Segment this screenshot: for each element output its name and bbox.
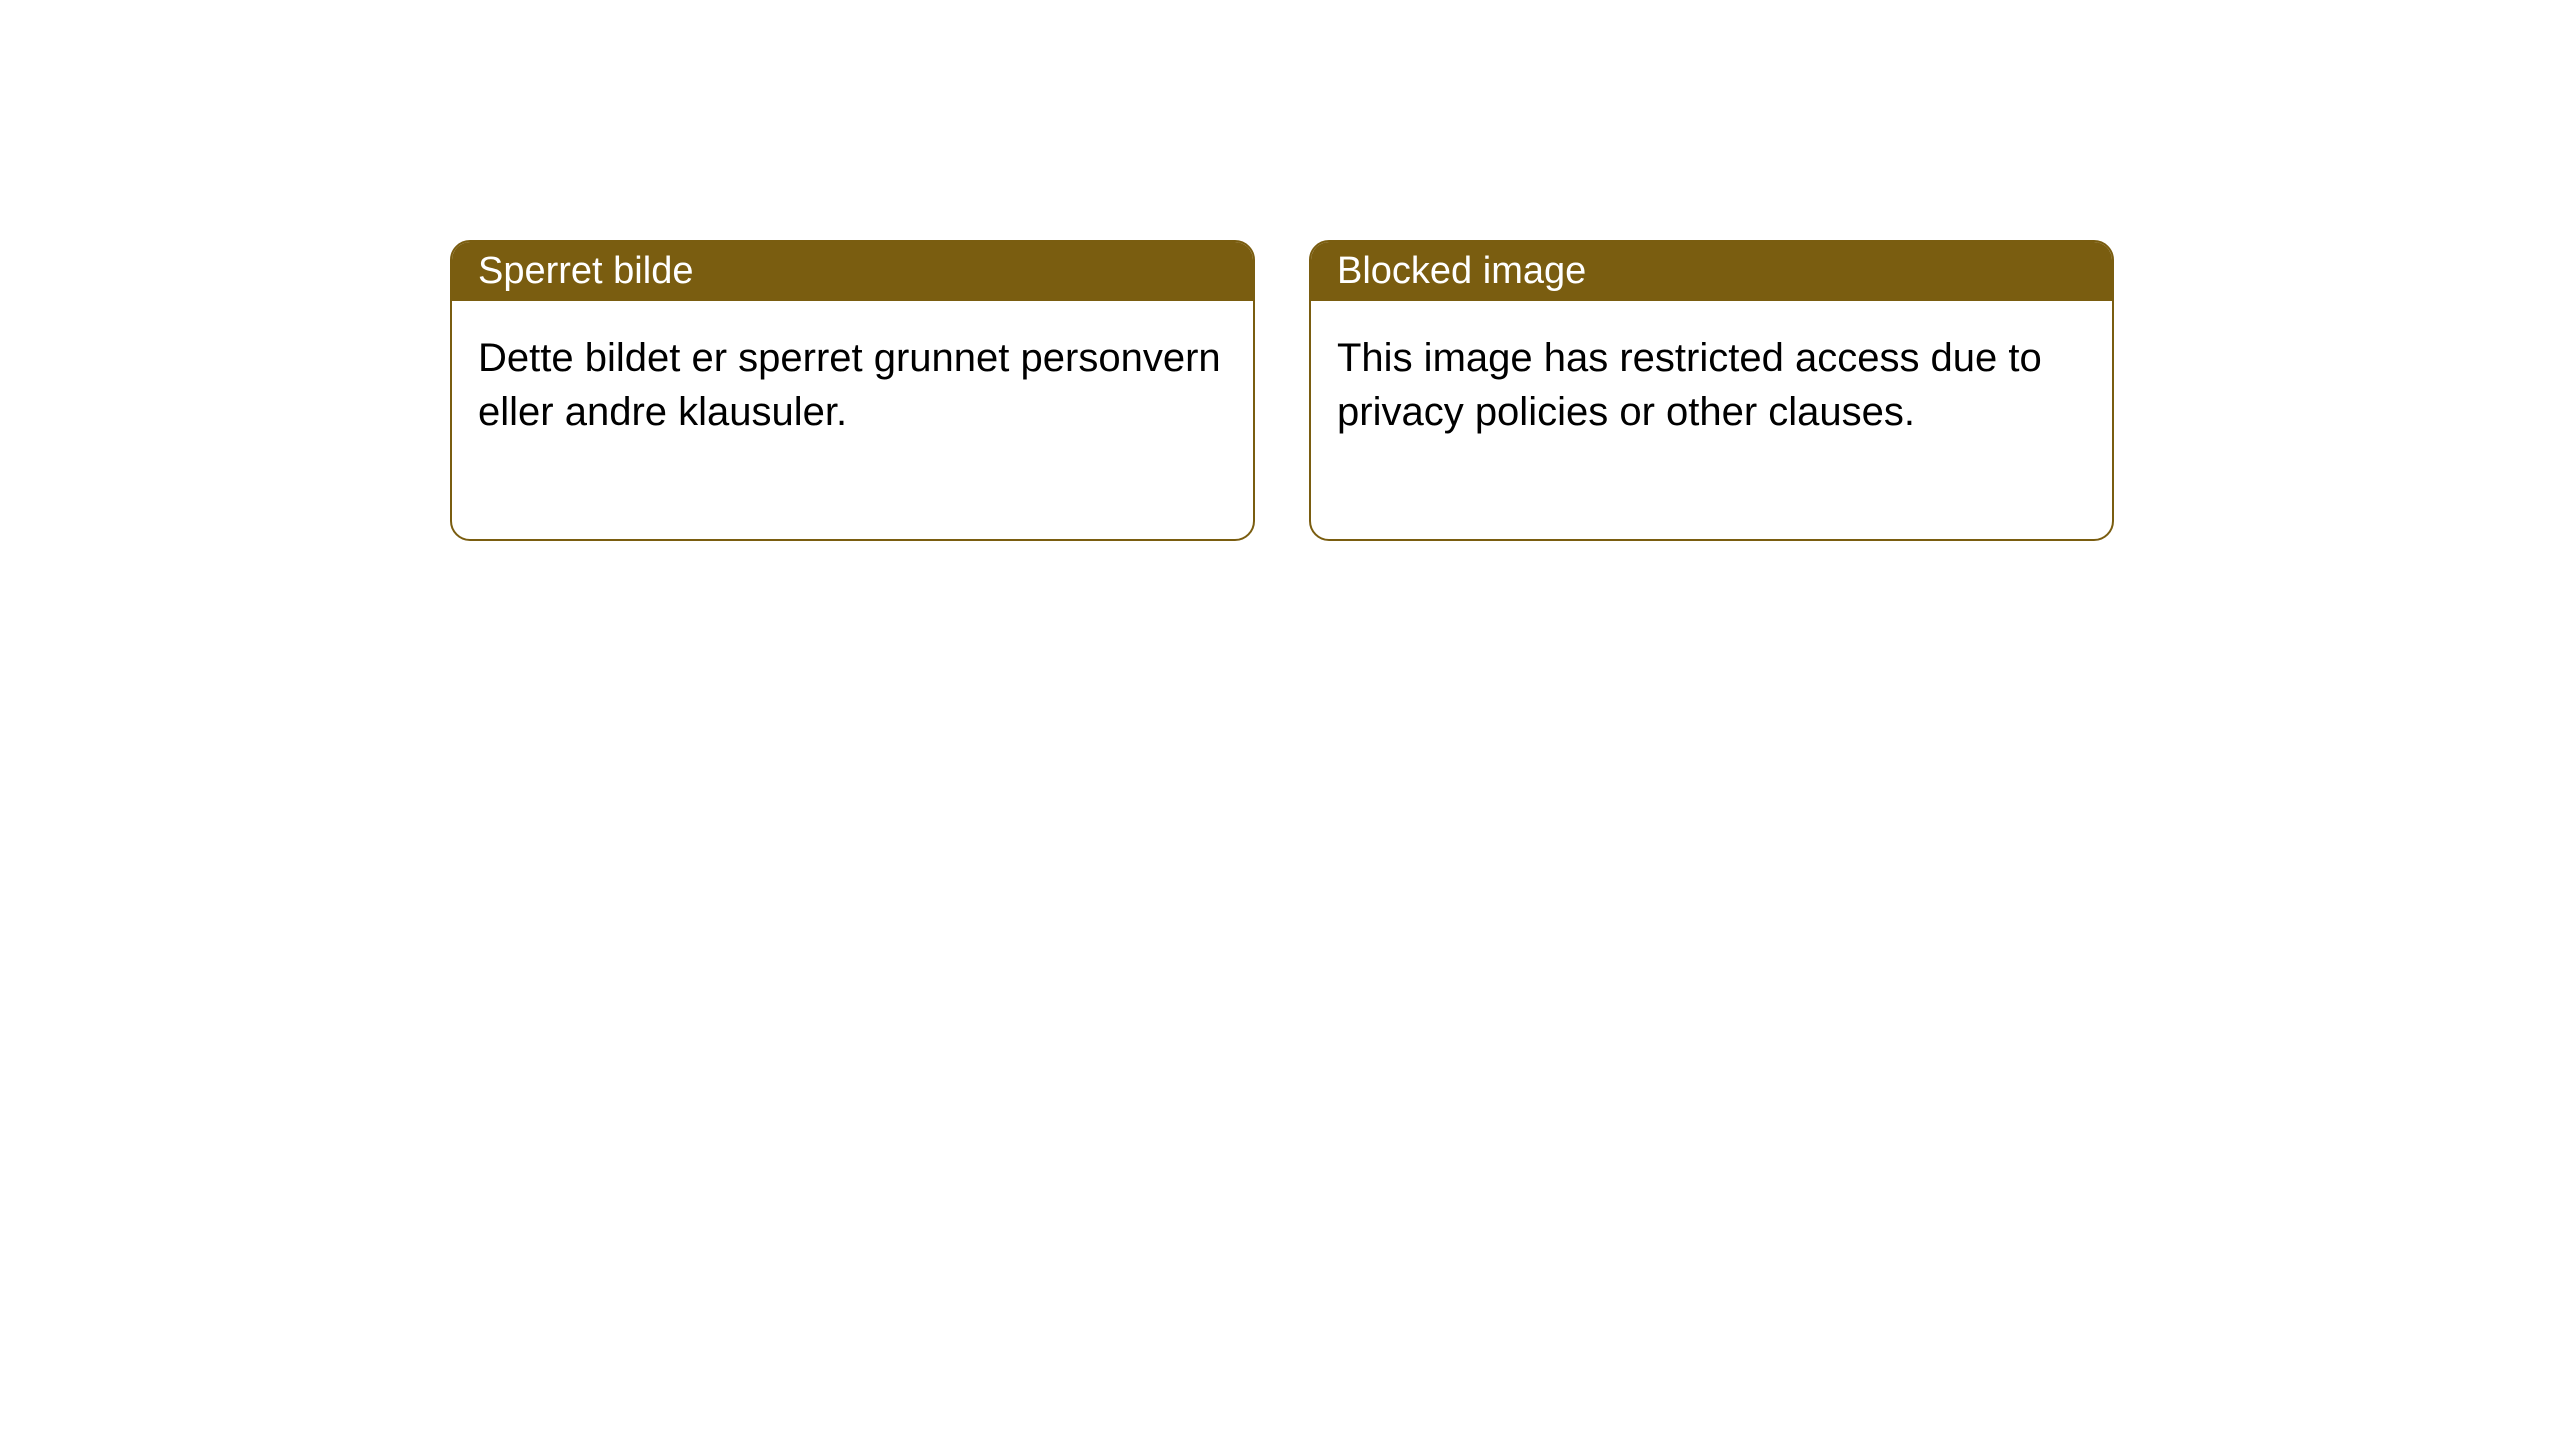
notice-card-norwegian: Sperret bilde Dette bildet er sperret gr… [450,240,1255,541]
notice-text-norwegian: Dette bildet er sperret grunnet personve… [478,336,1221,434]
notice-card-english: Blocked image This image has restricted … [1309,240,2114,541]
notice-container: Sperret bilde Dette bildet er sperret gr… [450,240,2114,541]
notice-title-english: Blocked image [1337,250,1586,292]
notice-body-english: This image has restricted access due to … [1311,301,2112,539]
notice-title-norwegian: Sperret bilde [478,250,693,292]
notice-body-norwegian: Dette bildet er sperret grunnet personve… [452,301,1253,539]
notice-header-norwegian: Sperret bilde [452,242,1253,301]
notice-text-english: This image has restricted access due to … [1337,336,2042,434]
notice-header-english: Blocked image [1311,242,2112,301]
